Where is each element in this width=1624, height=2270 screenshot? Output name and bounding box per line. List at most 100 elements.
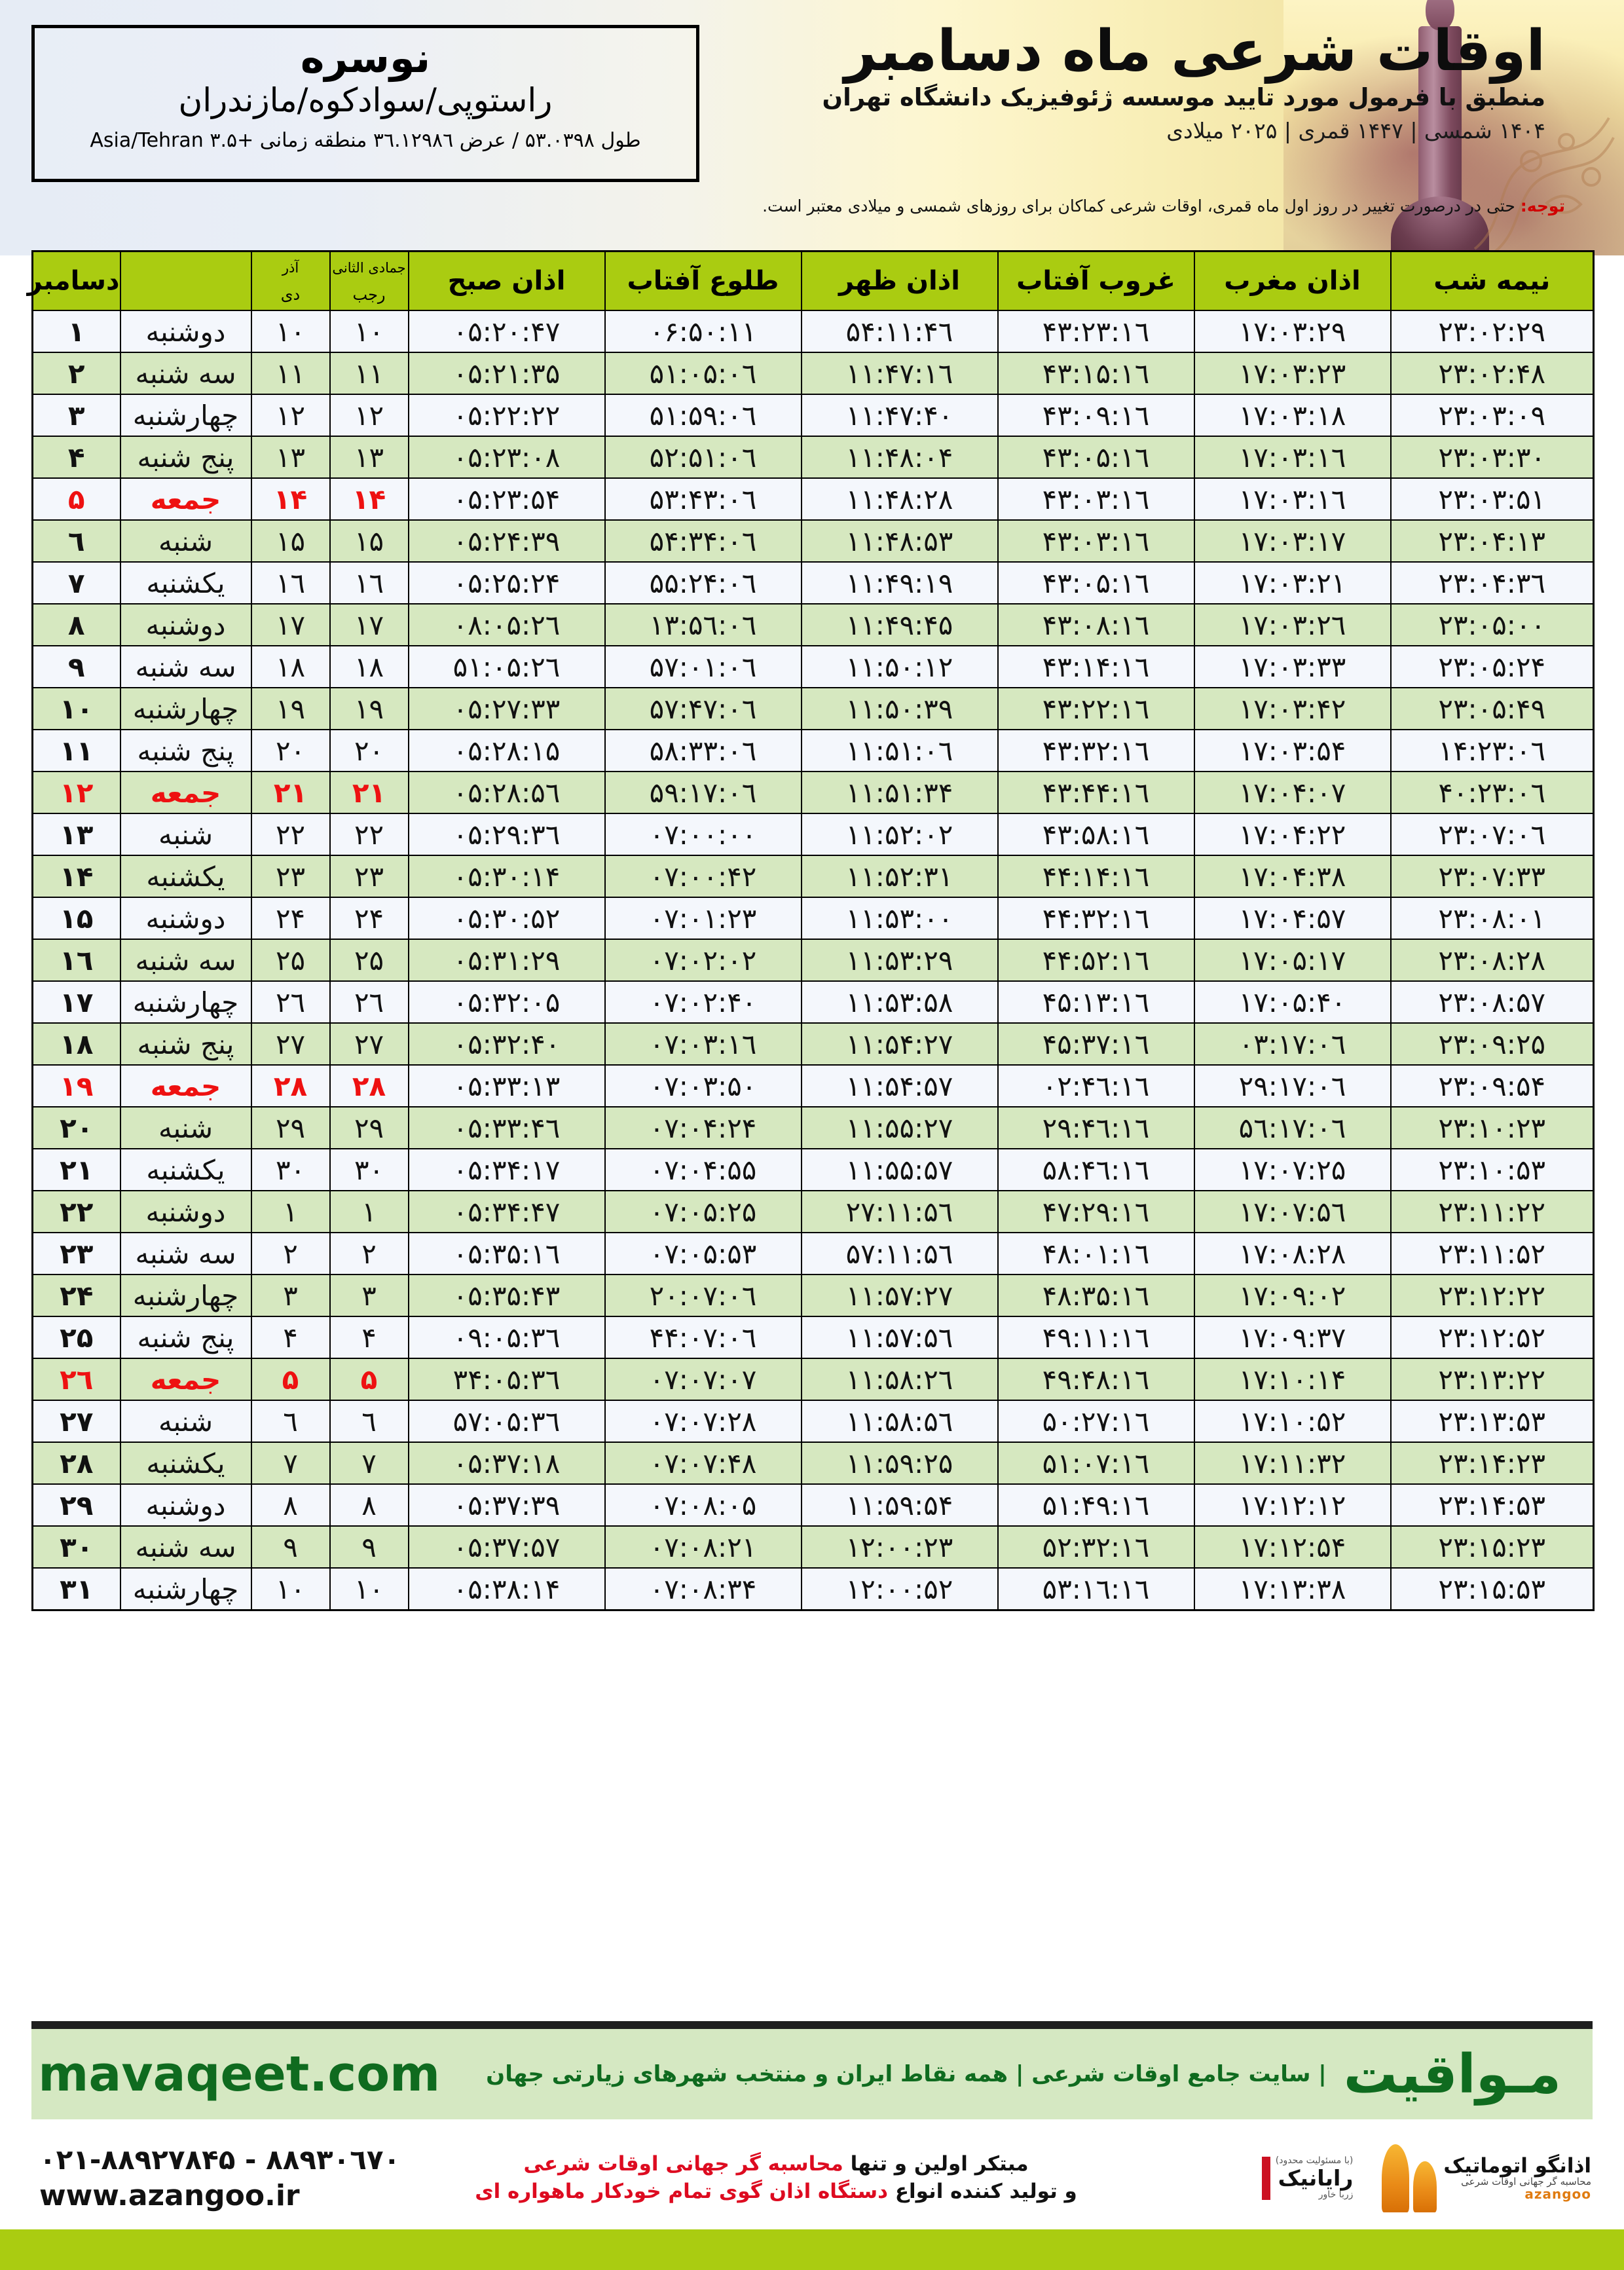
cell-day: ۲۱ xyxy=(31,1148,121,1191)
cell-maghreb: ۱۷:۰۳:۴۲ xyxy=(1193,687,1392,730)
table-row: ۲۳:۰۳:۰۹ ۱۷:۰۳:۱۸ ۱٦:۴۳:۰۹ ۱۱:۴۷:۴۰ ۰٦:۵۱:۵۹… xyxy=(31,394,1595,437)
cell-weekday: سه شنبه xyxy=(119,1525,252,1569)
cell-ghorub: ۱٦:۵۱:۴۹ xyxy=(997,1483,1195,1527)
cell-day: ۱۹ xyxy=(31,1064,121,1107)
hijri-month-2: رجب xyxy=(352,286,386,305)
cell-shamsi: ۳۰ xyxy=(250,1148,331,1191)
cell-hijri: ۱۱ xyxy=(329,352,409,395)
cell-shamsi: ۲٦ xyxy=(250,980,331,1024)
table-row: ۲۳:۰۴:۳٦ ۱۷:۰۳:۲۱ ۱٦:۴۳:۰۵ ۱۱:۴۹:۱۹ ۰٦:۵۵:۲۴… xyxy=(31,561,1595,605)
geo-coordinates: طول ۵۳.۰۳۹۸ / عرض ۳٦.۱۲۹۸٦ منطقه زمانی +… xyxy=(90,128,641,152)
slogan-1-highlight: محاسبه گر جهانی اوقات شرعی xyxy=(523,2152,843,2176)
table-row: ۲۳:۰۲:۲۹ ۱۷:۰۳:۲۹ ۱٦:۴۳:۲۳ ۱۱:۴٦:۵۴ ۰۶:۵۰:۱۱… xyxy=(31,310,1595,353)
cell-hijri: ٦ xyxy=(329,1400,409,1443)
cell-sobh: ۰۵:۳۴:۱۷ xyxy=(407,1148,606,1191)
cell-nimeshab: ۲۳:۰٦:۱۴ xyxy=(1390,729,1595,772)
cell-maghreb: ۱۷:۰۵:۱۷ xyxy=(1193,939,1392,982)
cell-tolu: ۰۷:۰۴:۲۴ xyxy=(604,1106,802,1149)
cell-zohr: ۱۱:۴۷:۱٦ xyxy=(800,352,999,395)
page-title: اوقات شرعی ماه دسامبر xyxy=(844,18,1546,84)
cell-zohr: ۱۱:۵۹:۵۴ xyxy=(800,1483,999,1527)
page-subtitle: منطبق با فرمول مورد تایید موسسه ژئوفیزیک… xyxy=(822,83,1545,112)
table-row: ۲۳:۱۳:۵۳ ۱۷:۱۰:۵۲ ۱٦:۵۰:۲۷ ۱۱:۵۸:۵٦ ۰۷:۰۷:۲۸… xyxy=(31,1400,1595,1443)
cell-hijri: ۲۴ xyxy=(329,897,409,940)
cell-tolu: ۰۷:۰۴:۵۵ xyxy=(604,1148,802,1191)
cell-maghreb: ۱۷:۰۸:۲۸ xyxy=(1193,1232,1392,1275)
cell-day: ۲۳ xyxy=(31,1232,121,1275)
cell-sobh: ۰۵:۳۷:۳۹ xyxy=(407,1483,606,1527)
table-body: ۲۳:۰۲:۲۹ ۱۷:۰۳:۲۹ ۱٦:۴۳:۲۳ ۱۱:۴٦:۵۴ ۰۶:۵۰:۱۱… xyxy=(31,310,1595,1611)
cell-weekday: دوشنبه xyxy=(119,310,252,353)
cell-nimeshab: ۲۳:۱۴:۵۳ xyxy=(1390,1483,1595,1527)
cell-tolu: ۰۷:۰۷:۴۸ xyxy=(604,1442,802,1485)
cell-shamsi: ۲ xyxy=(250,1232,331,1275)
cell-nimeshab: ۲۳:۱۳:۲۲ xyxy=(1390,1358,1595,1401)
cell-ghorub: ۱٦:۴۵:۳۷ xyxy=(997,1022,1195,1066)
cell-shamsi: ۱۵ xyxy=(250,519,331,563)
cell-zohr: ۱۱:۵٦:۵۷ xyxy=(800,1232,999,1275)
col-header-nimeshab: نیمه شب xyxy=(1390,250,1595,311)
note-label: توجه: xyxy=(1520,196,1565,215)
cell-hijri: ۲۸ xyxy=(329,1064,409,1107)
cell-hijri: ۱ xyxy=(329,1190,409,1233)
cell-ghorub: ۱٦:۴۳:۲۳ xyxy=(997,310,1195,353)
cell-weekday: چهارشنبه xyxy=(119,1567,252,1611)
prayer-times-table: نیمه شب اذان مغرب غروب آفتاب اذان ظهر طل… xyxy=(28,250,1595,1611)
cell-sobh: ۰۵:۳۸:۱۴ xyxy=(407,1567,606,1611)
cell-zohr: ۱۱:۴۹:۴۵ xyxy=(800,603,999,646)
cell-day: ۴ xyxy=(31,436,121,479)
cell-maghreb: ۱۷:۱۲:۱۲ xyxy=(1193,1483,1392,1527)
cell-zohr: ۱۱:۵۵:۵۷ xyxy=(800,1148,999,1191)
cell-weekday: چهارشنبه xyxy=(119,980,252,1024)
cell-day: ۳۱ xyxy=(31,1567,121,1611)
cell-sobh: ۰۵:۲۴:۳۹ xyxy=(407,519,606,563)
cell-shamsi: ۴ xyxy=(250,1316,331,1359)
cell-maghreb: ۱۷:۰۹:۳۷ xyxy=(1193,1316,1392,1359)
promo-brand: مـواقیت xyxy=(1343,2043,1561,2106)
promo-website-link[interactable]: mavaqeet.com xyxy=(38,2046,441,2102)
cell-hijri: ۸ xyxy=(329,1483,409,1527)
col-header-maghreb: اذان مغرب xyxy=(1193,250,1392,311)
col-header-hijri: جمادی الثانی رجب xyxy=(329,250,409,311)
cell-hijri: ۲۵ xyxy=(329,939,409,982)
cell-hijri: ۳ xyxy=(329,1274,409,1317)
col-header-sobh: اذان صبح xyxy=(407,250,606,311)
cell-maghreb: ۱۷:۱۰:۵۲ xyxy=(1193,1400,1392,1443)
table-row: ۲۳:۰۸:۰۱ ۱۷:۰۴:۵۷ ۱٦:۴۴:۳۲ ۱۱:۵۳:۰۰ ۰۷:۰۱:۲۳… xyxy=(31,897,1595,940)
cell-ghorub: ۱٦:۴۳:۳۲ xyxy=(997,729,1195,772)
footer-logos: اذانگو اتوماتیک محاسبه گر جهانی اوقات شر… xyxy=(1094,2144,1624,2212)
website-url[interactable]: www.azangoo.ir xyxy=(39,2178,300,2212)
cell-maghreb: ۱۷:۱۳:۳۸ xyxy=(1193,1567,1392,1611)
cell-maghreb: ۱۷:۰۳:۱٦ xyxy=(1193,436,1392,479)
cell-zohr: ۱۱:۴۸:۵۳ xyxy=(800,519,999,563)
cell-sobh: ۰۵:۳۳:۴٦ xyxy=(407,1106,606,1149)
cell-hijri: ۲۷ xyxy=(329,1022,409,1066)
cell-shamsi: ۱۷ xyxy=(250,603,331,646)
rayaneek-name: رایانیک xyxy=(1278,2165,1354,2191)
col-header-weekday xyxy=(119,250,252,311)
cell-zohr: ۱۱:۵۴:۲۷ xyxy=(800,1022,999,1066)
table-row: ۲۳:۱۰:۵۳ ۱۷:۰۷:۲۵ ۱٦:۴٦:۵۸ ۱۱:۵۵:۵۷ ۰۷:۰۴:۵۵… xyxy=(31,1148,1595,1191)
cell-weekday: پنج شنبه xyxy=(119,1316,252,1359)
cell-weekday: شنبه xyxy=(119,813,252,856)
cell-weekday: یکشنبه xyxy=(119,1442,252,1485)
cell-weekday: دوشنبه xyxy=(119,603,252,646)
cell-weekday: چهارشنبه xyxy=(119,1274,252,1317)
table-row: ۲۳:۰۵:۲۴ ۱۷:۰۳:۳۳ ۱٦:۴۳:۱۴ ۱۱:۵۰:۱۲ ۰٦:۵۷:۰۱… xyxy=(31,645,1595,688)
table-row: ۲۳:۱۰:۲۳ ۱۷:۰٦:۵٦ ۱٦:۴٦:۲۹ ۱۱:۵۵:۲۷ ۰۷:۰۴:۲۴… xyxy=(31,1106,1595,1149)
cell-shamsi: ۲۲ xyxy=(250,813,331,856)
cell-ghorub: ۱٦:۴۳:۴۴ xyxy=(997,771,1195,814)
cell-tolu: ۰٦:۵۴:۳۴ xyxy=(604,519,802,563)
cell-tolu: ۰۷:۰۲:۰۲ xyxy=(604,939,802,982)
table-row: ۲۳:۰۴:۱۳ ۱۷:۰۳:۱۷ ۱٦:۴۳:۰۳ ۱۱:۴۸:۵۳ ۰٦:۵۴:۳۴… xyxy=(31,519,1595,563)
cell-day: ۱ xyxy=(31,310,121,353)
cell-hijri: ۴ xyxy=(329,1316,409,1359)
cell-ghorub: ۱٦:۴۹:۴۸ xyxy=(997,1358,1195,1401)
cell-weekday: سه شنبه xyxy=(119,939,252,982)
cell-maghreb: ۱۷:۰۷:۲۵ xyxy=(1193,1148,1392,1191)
cell-tolu: ۰۷:۰۸:۲۱ xyxy=(604,1525,802,1569)
cell-ghorub: ۱٦:۴۳:۵۸ xyxy=(997,813,1195,856)
table-row: ۲۳:۱۲:۵۲ ۱۷:۰۹:۳۷ ۱٦:۴۹:۱۱ ۱۱:۵۷:۵٦ ۰۷:۰٦:۴۴… xyxy=(31,1316,1595,1359)
table-row: ۲۳:۱۲:۲۲ ۱۷:۰۹:۰۲ ۱٦:۴۸:۳۵ ۱۱:۵۷:۲۷ ۰۷:۰٦:۲۰… xyxy=(31,1274,1595,1317)
cell-shamsi: ۲۱ xyxy=(250,771,331,814)
